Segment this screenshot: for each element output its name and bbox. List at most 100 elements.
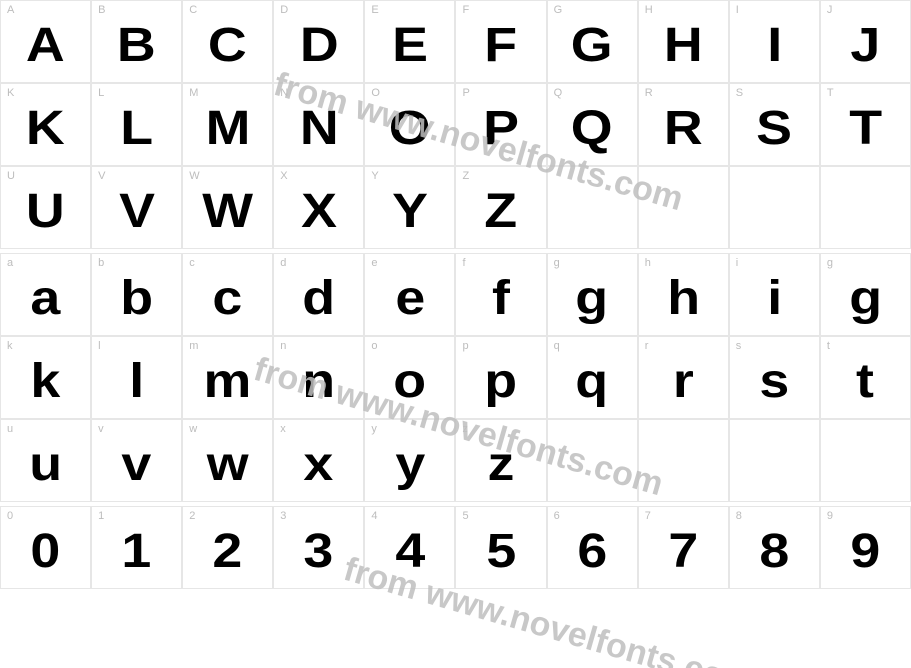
glyph-key-label: i: [736, 258, 738, 269]
glyph-key-label: Q: [554, 88, 563, 99]
glyph-key-label: V: [98, 171, 105, 182]
glyph-cell: 00: [0, 506, 91, 589]
glyph-key-label: 6: [554, 511, 560, 522]
glyph-character: g: [576, 275, 609, 323]
glyph-character: N: [299, 105, 338, 153]
glyph-character: Q: [571, 105, 613, 153]
glyph-key-label: Z: [462, 171, 469, 182]
glyph-cell: xx: [273, 419, 364, 502]
glyph-character: 3: [304, 528, 334, 576]
glyph-cell: LL: [91, 83, 182, 166]
glyph-character: L: [120, 105, 153, 153]
glyph-cell: SS: [729, 83, 820, 166]
glyph-key-label: m: [189, 341, 198, 352]
glyph-key-label: k: [7, 341, 13, 352]
glyph-character: B: [117, 22, 156, 70]
glyph-character: k: [31, 358, 61, 406]
glyph-cell: 22: [182, 506, 273, 589]
glyph-character: l: [129, 358, 144, 406]
glyph-character: Z: [485, 188, 518, 236]
glyph-character: u: [29, 441, 62, 489]
glyph-character: 6: [577, 528, 607, 576]
glyph-key-label: F: [462, 5, 469, 16]
glyph-character: 0: [31, 528, 61, 576]
glyph-cell: [547, 419, 638, 502]
glyph-character: s: [759, 358, 789, 406]
glyph-key-label: M: [189, 88, 198, 99]
glyph-character: X: [301, 188, 337, 236]
glyph-key-label: 0: [7, 511, 13, 522]
glyph-character: b: [120, 275, 153, 323]
glyph-cell: hh: [638, 253, 729, 336]
glyph-character: 2: [213, 528, 243, 576]
glyph-character: G: [571, 22, 613, 70]
glyph-character: t: [856, 358, 874, 406]
glyph-cell: bb: [91, 253, 182, 336]
glyph-cell: cc: [182, 253, 273, 336]
glyph-character: 4: [395, 528, 425, 576]
glyph-cell: ii: [729, 253, 820, 336]
glyph-cell: ww: [182, 419, 273, 502]
glyph-character: r: [673, 358, 694, 406]
glyph-cell: HH: [638, 0, 729, 83]
glyph-cell: [729, 166, 820, 249]
glyph-key-label: p: [462, 341, 468, 352]
glyph-cell: VV: [91, 166, 182, 249]
glyph-character: T: [849, 105, 882, 153]
glyph-key-label: 1: [98, 511, 104, 522]
glyph-character: W: [202, 188, 253, 236]
glyph-key-label: J: [827, 5, 833, 16]
glyph-cell: FF: [455, 0, 546, 83]
glyph-cell: pp: [455, 336, 546, 419]
glyph-key-label: A: [7, 5, 14, 16]
glyph-character: V: [119, 188, 155, 236]
glyph-character: n: [302, 358, 335, 406]
glyph-key-label: X: [280, 171, 287, 182]
glyph-key-label: d: [280, 258, 286, 269]
glyph-cell: rr: [638, 336, 729, 419]
glyph-cell: mm: [182, 336, 273, 419]
glyph-cell: uu: [0, 419, 91, 502]
glyph-character: 7: [668, 528, 698, 576]
glyph-character: 8: [759, 528, 789, 576]
glyph-cell: 77: [638, 506, 729, 589]
glyph-key-label: B: [98, 5, 105, 16]
glyph-cell: QQ: [547, 83, 638, 166]
glyph-character: p: [485, 358, 518, 406]
glyph-character: z: [488, 441, 515, 489]
glyph-character: J: [850, 22, 880, 70]
glyph-key-label: y: [371, 424, 377, 435]
glyph-cell: ff: [455, 253, 546, 336]
glyph-key-label: P: [462, 88, 469, 99]
glyph-cell: GG: [547, 0, 638, 83]
glyph-character: y: [395, 441, 425, 489]
glyph-key-label: K: [7, 88, 14, 99]
glyph-character: f: [492, 275, 510, 323]
glyph-cell: YY: [364, 166, 455, 249]
glyph-cell: KK: [0, 83, 91, 166]
glyph-key-label: 9: [827, 511, 833, 522]
glyph-character: i: [767, 275, 782, 323]
glyph-key-label: v: [98, 424, 104, 435]
glyph-cell: BB: [91, 0, 182, 83]
glyph-key-label: 3: [280, 511, 286, 522]
glyph-cell: qq: [547, 336, 638, 419]
glyph-grid-block-1: aabbccddeeffgghhiiggkkllmmnnooppqqrrsstt…: [0, 253, 911, 502]
glyph-key-label: U: [7, 171, 15, 182]
glyph-key-label: x: [280, 424, 286, 435]
glyph-cell: OO: [364, 83, 455, 166]
glyph-cell: aa: [0, 253, 91, 336]
glyph-character: M: [205, 105, 250, 153]
glyph-key-label: H: [645, 5, 653, 16]
glyph-key-label: b: [98, 258, 104, 269]
glyph-character: 5: [486, 528, 516, 576]
glyph-cell: 99: [820, 506, 911, 589]
glyph-key-label: t: [827, 341, 830, 352]
glyph-grid-block-2: 00112233445566778899: [0, 506, 911, 589]
glyph-character: P: [483, 105, 519, 153]
glyph-key-label: n: [280, 341, 286, 352]
glyph-cell: UU: [0, 166, 91, 249]
glyph-cell: 11: [91, 506, 182, 589]
glyph-character: d: [302, 275, 335, 323]
glyph-key-label: D: [280, 5, 288, 16]
